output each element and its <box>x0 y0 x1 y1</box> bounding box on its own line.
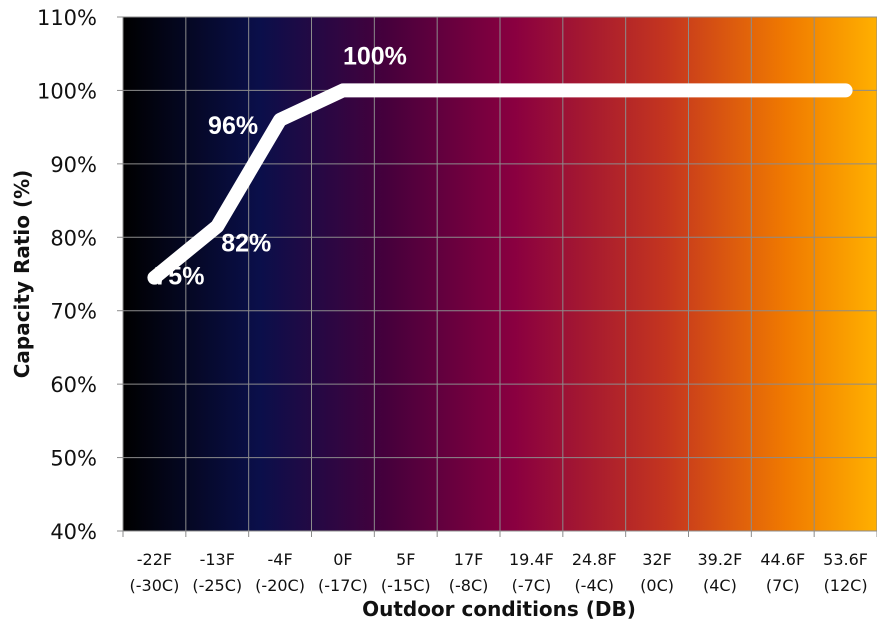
x-tick-label-f: 5F <box>396 550 415 569</box>
series-layer <box>147 83 853 285</box>
data-label: 82% <box>221 229 271 257</box>
x-tick-label-f: -13F <box>200 550 235 569</box>
data-labels: 75% 82% 96% 100% <box>154 42 406 290</box>
x-tick-label-c: (-17C) <box>318 576 368 595</box>
x-tick-label-c: (-8C) <box>449 576 489 595</box>
x-tick-label-c: (-30C) <box>130 576 180 595</box>
x-axis-title: Outdoor conditions (DB) <box>362 597 636 621</box>
data-point <box>591 87 598 94</box>
x-tick-label-c: (-4C) <box>574 576 614 595</box>
y-tick-label: 110% <box>37 6 97 30</box>
data-point <box>402 87 409 94</box>
x-tick-label-c: (7C) <box>766 576 800 595</box>
data-point <box>716 87 723 94</box>
y-tick-label: 80% <box>50 226 97 250</box>
data-point <box>779 87 786 94</box>
x-tick-label-c: (0C) <box>640 576 674 595</box>
x-tick-label-f: 39.2F <box>698 550 743 569</box>
x-tick-label-f: 24.8F <box>572 550 617 569</box>
y-tick-label: 70% <box>50 300 97 324</box>
x-tick-label-f: -4F <box>268 550 293 569</box>
data-point <box>654 87 661 94</box>
x-tick-label-f: -22F <box>137 550 172 569</box>
data-point <box>214 223 221 230</box>
y-tick-label: 60% <box>50 373 97 397</box>
data-point <box>842 87 849 94</box>
x-tick-label-c: (12C) <box>824 576 868 595</box>
y-tick-label: 100% <box>37 79 97 103</box>
data-label: 100% <box>343 42 407 70</box>
y-tick-label: 50% <box>50 447 97 471</box>
axes <box>117 16 124 537</box>
x-tick-label-c: (4C) <box>703 576 737 595</box>
data-point <box>465 87 472 94</box>
x-tick-label-f: 0F <box>333 550 352 569</box>
data-label: 75% <box>154 263 204 291</box>
y-axis-title: Capacity Ratio (%) <box>10 170 34 379</box>
data-point <box>151 274 158 281</box>
x-tick-label-f: 19.4F <box>509 550 554 569</box>
data-point <box>277 116 284 123</box>
x-tick-label-f: 53.6F <box>823 550 868 569</box>
capacity-ratio-line <box>147 83 853 285</box>
x-tick-label-f: 32F <box>642 550 672 569</box>
data-point <box>528 87 535 94</box>
x-tick-label-f: 44.6F <box>760 550 805 569</box>
y-tick-label: 40% <box>50 520 97 544</box>
y-tick-label: 90% <box>50 153 97 177</box>
x-tick-label-c: (-15C) <box>381 576 431 595</box>
y-axis-ticks: 40% 50% 60% 70% 80% 90% 100% 110% <box>37 6 97 544</box>
x-tick-label-c: (-7C) <box>512 576 552 595</box>
x-tick-label-c: (-20C) <box>255 576 305 595</box>
x-axis-ticks: -22F (-30C) -13F (-25C) -4F (-20C) 0F (-17C) 5F (… <box>130 550 868 595</box>
data-point <box>339 87 346 94</box>
x-tick-label-c: (-25C) <box>192 576 242 595</box>
data-label: 96% <box>208 112 258 140</box>
x-tick-label-f: 17F <box>454 550 484 569</box>
